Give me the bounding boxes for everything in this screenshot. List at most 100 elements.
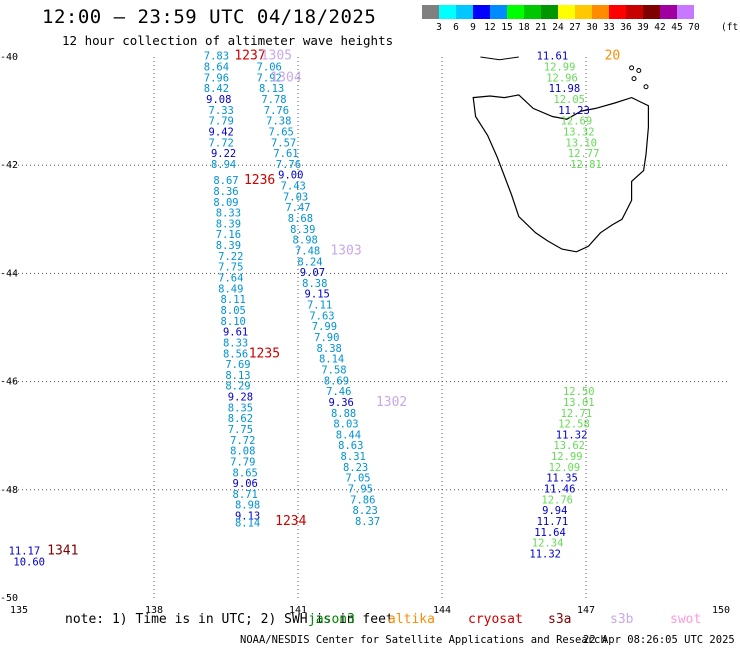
- footer-timestamp: 22 Apr 08:26:05 UTC 2025: [583, 634, 735, 646]
- colorbar-tick-label: 12: [484, 22, 496, 33]
- wave-height-label: 8.35: [228, 402, 253, 414]
- wave-height-label: 7.72: [209, 137, 234, 149]
- colorbar-tick-label: 18: [518, 22, 530, 33]
- x-tick-label: 144: [433, 605, 451, 616]
- wave-height-label: 8.23: [343, 462, 368, 474]
- wave-height-label: 7.48: [295, 245, 320, 257]
- wave-height-label: 7.46: [326, 386, 351, 398]
- page-subtitle: 12 hour collection of altimeter wave hei…: [62, 33, 394, 48]
- wave-height-label: 8.09: [213, 197, 238, 209]
- colorbar-swatch: [422, 5, 439, 19]
- colorbar-swatch: [643, 5, 660, 19]
- wave-height-label: 7.79: [230, 456, 255, 468]
- colorbar-swatch: [456, 5, 473, 19]
- wave-height-label: 7.72: [230, 435, 255, 447]
- colorbar-swatch: [626, 5, 643, 19]
- x-tick-label: 147: [577, 605, 595, 616]
- y-tick-label: -48: [0, 485, 18, 496]
- tasmania-coastline: [472, 94, 649, 253]
- wave-height-label: 7.06: [257, 62, 282, 74]
- pass-id-label: 1304: [270, 70, 301, 85]
- wave-height-label: 8.38: [302, 278, 327, 290]
- y-tick-label: -40: [0, 52, 18, 63]
- wave-height-label: 7.61: [273, 148, 298, 160]
- wave-height-label: 7.38: [266, 116, 291, 128]
- wave-height-label: 7.47: [285, 202, 310, 214]
- wave-height-label: 8.68: [288, 213, 313, 225]
- wave-height-label: 10.60: [13, 557, 45, 569]
- wave-height-label: 8.94: [211, 159, 236, 171]
- wave-height-label: 8.38: [317, 343, 342, 355]
- colorbar-tick-label: 42: [654, 22, 666, 33]
- colorbar-tick-label: 30: [586, 22, 598, 33]
- island-outline: [631, 76, 637, 82]
- y-tick-label: -42: [0, 160, 18, 171]
- pass-id-label: 20: [605, 49, 621, 64]
- wave-height-label: 8.71: [233, 489, 258, 501]
- wave-height-label: 11.61: [537, 51, 569, 63]
- pass-id-label: 1302: [376, 395, 407, 410]
- satellite-swot: swot: [670, 612, 702, 627]
- wave-height-label: 11.35: [546, 473, 578, 485]
- colorbar-swatch: [677, 5, 694, 19]
- wave-height-label: 8.98: [293, 235, 318, 247]
- wave-height-label: 8.03: [333, 419, 358, 431]
- mainland-coastline: [480, 56, 519, 61]
- x-tick-label: 138: [145, 605, 163, 616]
- wave-height-label: 9.13: [235, 511, 260, 523]
- wave-height-label: 7.86: [350, 494, 375, 506]
- pass-id-label: 1305: [261, 49, 292, 64]
- wave-height-label: 8.10: [221, 316, 246, 328]
- wave-height-label: 8.08: [230, 446, 255, 458]
- wave-height-label: 8.65: [233, 467, 258, 479]
- colorbar-tick-label: 9: [470, 22, 476, 33]
- colorbar-tick-label: 39: [637, 22, 649, 33]
- wave-height-label: 9.07: [300, 267, 325, 279]
- wave-height-label: 8.14: [235, 518, 260, 530]
- footer-note: note: 1) Time is in UTC; 2) SWH is in fe…: [65, 612, 394, 627]
- page-title: 12:00 – 23:59 UTC 04/18/2025: [42, 6, 377, 28]
- pass-id-label: 1236: [244, 173, 275, 188]
- wave-height-label: 9.36: [329, 397, 354, 409]
- wave-height-label: 8.44: [336, 429, 361, 441]
- wave-height-label: 11.17: [9, 546, 41, 558]
- wave-height-label: 9.15: [305, 289, 330, 301]
- wave-height-label: 12.76: [541, 494, 573, 506]
- wave-height-label: 8.98: [235, 500, 260, 512]
- y-tick-label: -46: [0, 377, 18, 388]
- wave-height-label: 9.42: [209, 126, 234, 138]
- wave-height-label: 7.65: [269, 126, 294, 138]
- wave-height-label: 7.76: [264, 105, 289, 117]
- wave-height-label: 7.33: [209, 105, 234, 117]
- colorbar-swatch: [575, 5, 592, 19]
- wave-height-label: 11.32: [529, 548, 561, 560]
- wave-height-label: 8.62: [228, 413, 253, 425]
- colorbar-tick-label: 45: [671, 22, 683, 33]
- colorbar-swatch: [439, 5, 456, 19]
- wave-height-label: 12.77: [568, 148, 600, 160]
- wave-height-label: 8.29: [225, 381, 250, 393]
- wave-height-label: 12.34: [532, 538, 564, 550]
- wave-height-label: 8.39: [290, 224, 315, 236]
- pass-id-label: 1303: [330, 243, 361, 258]
- wave-height-label: 8.14: [319, 354, 344, 366]
- x-tick-label: 150: [712, 605, 730, 616]
- wave-height-label: 7.99: [312, 321, 337, 333]
- wave-height-label: 8.11: [221, 294, 246, 306]
- footer-credit: NOAA/NESDIS Center for Satellite Applica…: [240, 634, 607, 646]
- colorbar-swatch: [660, 5, 677, 19]
- wave-height-label: 11.64: [534, 527, 566, 539]
- wave-height-label: 12.71: [561, 408, 593, 420]
- x-tick-label: 141: [289, 605, 307, 616]
- wave-height-label: 7.79: [209, 116, 234, 128]
- wave-height-label: 12.96: [546, 72, 578, 84]
- colorbar-tick-label: 33: [603, 22, 615, 33]
- wave-height-label: 12.50: [563, 386, 595, 398]
- wave-height-label: 11.71: [537, 516, 569, 528]
- colorbar-tick-label: 70: [688, 22, 700, 33]
- colorbar-swatch: [524, 5, 541, 19]
- colorbar-swatch: [711, 5, 728, 19]
- wave-height-label: 8.24: [297, 256, 322, 268]
- wave-height-label: 7.83: [204, 51, 229, 63]
- wave-height-label: 8.13: [225, 370, 250, 382]
